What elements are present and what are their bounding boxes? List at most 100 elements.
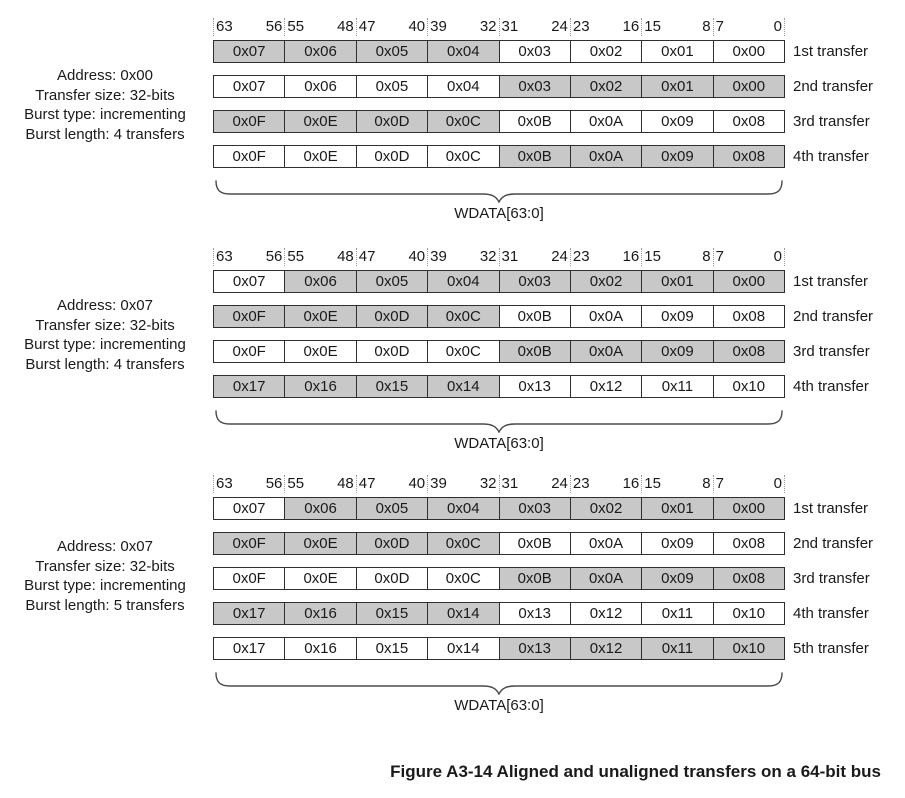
bit-low-label: 24	[551, 18, 568, 35]
bit-low-label: 40	[408, 248, 426, 265]
bit-low-label: 40	[408, 475, 426, 492]
byte-cell: 0x0C	[427, 341, 499, 362]
bit-low-label: 0	[773, 18, 782, 35]
byte-cell: 0x0D	[355, 111, 428, 132]
byte-cell: 0x0C	[427, 146, 499, 167]
burst-info: Address: 0x07 Transfer size: 32-bits Burst…	[2, 537, 208, 615]
bit-range-cell: 23 16	[569, 248, 641, 266]
byte-lane-row: 0x0F 0x0E 0x0D 0x0C 0x0B 0x0A 0x09 0x08	[213, 567, 785, 590]
burst-info-line: Burst length: 4 transfers	[25, 125, 185, 143]
bit-low-label: 8	[702, 248, 711, 265]
byte-cell: 0x07	[214, 76, 285, 97]
bit-high-label: 7	[715, 18, 724, 35]
bit-low-label: 16	[622, 18, 640, 35]
bit-high-label: 63	[216, 248, 233, 265]
byte-cell: 0x09	[641, 146, 713, 167]
byte-cell: 0x0D	[355, 341, 428, 362]
byte-cell: 0x02	[569, 498, 642, 519]
byte-cell: 0x05	[355, 76, 428, 97]
byte-cell: 0x0E	[284, 568, 356, 589]
byte-cell: 0x16	[284, 603, 356, 624]
transfer-label: 4th transfer	[793, 605, 869, 622]
byte-lane-row: 0x17 0x16 0x15 0x14 0x13 0x12 0x11 0x10	[213, 637, 785, 660]
byte-cell: 0x10	[712, 376, 784, 397]
bit-high-label: 31	[501, 475, 519, 492]
byte-cell: 0x17	[214, 376, 285, 397]
byte-cell: 0x03	[498, 498, 570, 519]
burst-info-line: Burst type: incrementing	[24, 106, 186, 123]
byte-cell: 0x0E	[284, 111, 356, 132]
byte-cell: 0x04	[427, 271, 499, 292]
bit-low-label: 8	[702, 18, 711, 35]
byte-cell: 0x08	[712, 341, 784, 362]
byte-cell: 0x02	[569, 271, 642, 292]
transfer-row: 0x0F 0x0E 0x0D 0x0C 0x0B 0x0A 0x09 0x08 3rd tran…	[213, 340, 870, 363]
byte-cell: 0x09	[641, 533, 713, 554]
byte-lane-row: 0x07 0x06 0x05 0x04 0x03 0x02 0x01 0x00	[213, 497, 785, 520]
burst-info-line: Burst length: 5 transfers	[25, 596, 185, 614]
byte-cell: 0x04	[427, 76, 499, 97]
byte-lane-row: 0x0F 0x0E 0x0D 0x0C 0x0B 0x0A 0x09 0x08	[213, 532, 785, 555]
byte-cell: 0x14	[427, 376, 499, 397]
byte-cell: 0x03	[498, 41, 570, 62]
byte-cell: 0x0F	[214, 111, 285, 132]
transfer-label: 2nd transfer	[793, 78, 874, 95]
byte-cell: 0x03	[498, 76, 570, 97]
byte-cell: 0x0B	[498, 111, 570, 132]
byte-cell: 0x0A	[569, 341, 642, 362]
bit-range-cell: 39 32	[427, 18, 498, 36]
bit-range-cell: 23 16	[569, 18, 641, 36]
bit-range-cell: 31 24	[498, 18, 570, 36]
transfer-row: 0x0F 0x0E 0x0D 0x0C 0x0B 0x0A 0x09 0x08 2nd tran…	[213, 532, 873, 555]
transfer-label: 1st transfer	[793, 273, 869, 290]
burst-info-line: Address: 0x00	[57, 67, 153, 84]
byte-cell: 0x0A	[569, 533, 642, 554]
byte-cell: 0x01	[641, 271, 713, 292]
bit-range-header: 63 56 55 48 47 40 39 32 31 24 23 16 15 8 7 0	[213, 248, 785, 266]
byte-cell: 0x17	[214, 603, 285, 624]
byte-cell: 0x09	[641, 341, 713, 362]
byte-cell: 0x11	[641, 376, 713, 397]
byte-cell: 0x00	[712, 76, 784, 97]
byte-cell: 0x06	[284, 41, 356, 62]
figure-caption: Figure A3-14 Aligned and unaligned trans…	[390, 762, 881, 781]
bit-high-label: 55	[287, 18, 305, 35]
transfer-row: 0x0F 0x0E 0x0D 0x0C 0x0B 0x0A 0x09 0x08 3rd tran…	[213, 567, 870, 590]
byte-cell: 0x07	[214, 271, 285, 292]
byte-cell: 0x07	[214, 41, 285, 62]
byte-cell: 0x0B	[498, 533, 570, 554]
byte-cell: 0x04	[427, 498, 499, 519]
bit-high-label: 15	[644, 18, 661, 35]
bit-high-label: 31	[501, 248, 519, 265]
bit-low-label: 0	[773, 248, 782, 265]
bit-high-label: 39	[430, 248, 447, 265]
byte-cell: 0x0E	[284, 341, 356, 362]
burst-info-line: Burst length: 4 transfers	[25, 355, 185, 373]
byte-cell: 0x0E	[284, 146, 356, 167]
bit-low-label: 56	[265, 475, 283, 492]
bit-range-cell: 31 24	[498, 248, 570, 266]
byte-cell: 0x09	[641, 568, 713, 589]
byte-cell: 0x08	[712, 306, 784, 327]
bit-range-cell: 63 56	[213, 475, 284, 493]
bit-range-cell: 47 40	[355, 475, 427, 493]
byte-cell: 0x0F	[214, 568, 285, 589]
byte-cell: 0x00	[712, 271, 784, 292]
bit-range-header: 63 56 55 48 47 40 39 32 31 24 23 16 15 8 7 0	[213, 18, 785, 36]
bit-range-cell: 15 8	[641, 248, 712, 266]
byte-cell: 0x09	[641, 306, 713, 327]
bit-low-label: 24	[551, 475, 568, 492]
byte-lane-row: 0x07 0x06 0x05 0x04 0x03 0x02 0x01 0x00	[213, 270, 785, 293]
byte-cell: 0x0C	[427, 306, 499, 327]
byte-cell: 0x06	[284, 271, 356, 292]
bit-range-cell: 15 8	[641, 18, 712, 36]
bit-high-label: 39	[430, 475, 447, 492]
bit-low-label: 48	[337, 18, 354, 35]
byte-cell: 0x13	[498, 376, 570, 397]
byte-cell: 0x07	[214, 498, 285, 519]
byte-cell: 0x10	[712, 603, 784, 624]
byte-cell: 0x16	[284, 376, 356, 397]
